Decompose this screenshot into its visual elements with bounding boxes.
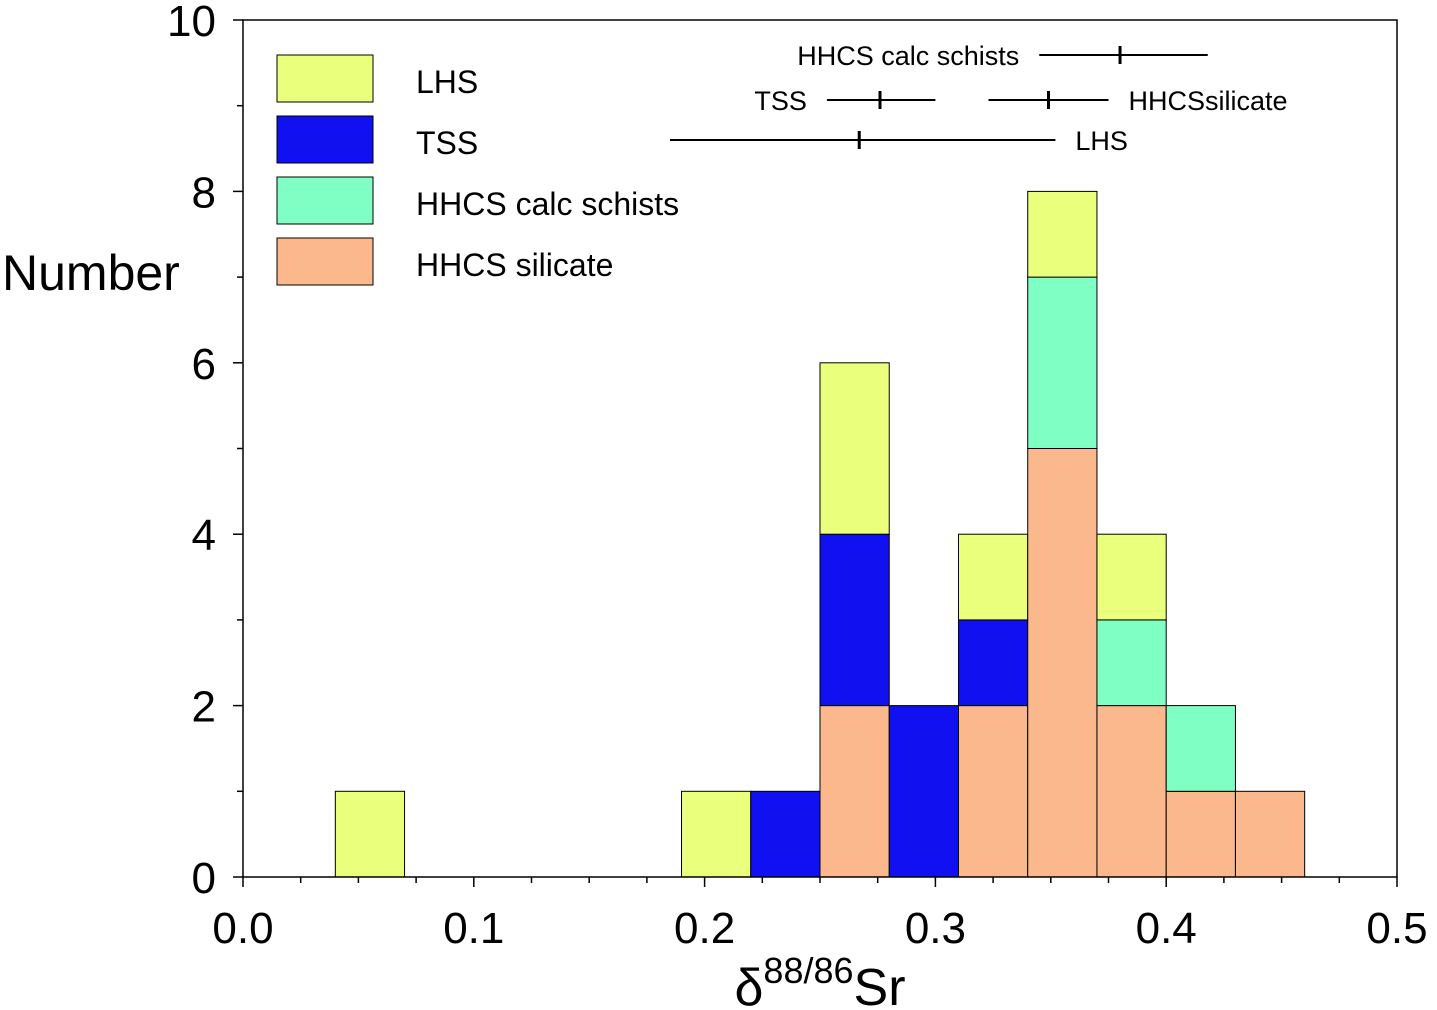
legend-label: HHCS silicate [416, 247, 613, 283]
bar-segment [888, 705, 959, 878]
x-tick-label: 0.5 [1366, 904, 1427, 953]
bar-segment [1027, 276, 1098, 449]
y-axis-label: Number [2, 245, 180, 301]
y-tick-label: 0 [192, 854, 216, 903]
legend: LHS TSS HHCS calc schists HHCS silicate [276, 54, 679, 286]
range-label: HHCS calc schists [797, 41, 1019, 71]
bar-segment [819, 705, 890, 878]
x-tick-label: 0.2 [674, 904, 735, 953]
legend-swatch [276, 54, 374, 103]
bar-segment [957, 705, 1029, 878]
x-tick-label: 0.4 [1136, 904, 1197, 953]
y-tick-label: 6 [192, 340, 216, 389]
x-tick-label: 0.0 [212, 904, 273, 953]
bar-segment [1234, 790, 1306, 878]
bar-segment [1096, 619, 1167, 707]
y-tick-label: 8 [192, 168, 216, 217]
x-axis-label-element: Sr [854, 959, 906, 1010]
bar-segment [1027, 190, 1098, 278]
legend-label: LHS [416, 64, 478, 100]
y-tick-label: 4 [192, 511, 216, 560]
legend-label: TSS [416, 125, 478, 161]
legend-label: HHCS calc schists [416, 186, 679, 222]
y-tick-label: 2 [192, 683, 216, 732]
bar-segment [957, 619, 1029, 707]
bar-segment [819, 533, 890, 707]
y-tick-label: 10 [167, 0, 216, 46]
legend-swatch [276, 176, 374, 225]
bar-segment [1096, 533, 1167, 621]
bar-segment [1096, 705, 1167, 878]
axis-ticks: 0.0 0.1 0.2 0.3 0.4 0.5 0 2 4 6 8 10 [167, 0, 1428, 953]
legend-swatch [276, 115, 374, 164]
bar-segment [1165, 790, 1236, 878]
x-axis-label: δ88/86Sr [734, 950, 905, 1010]
x-axis-label-delta: δ [734, 959, 763, 1010]
bar-segment [750, 790, 821, 878]
range-label: TSS [754, 86, 807, 116]
x-tick-label: 0.1 [443, 904, 504, 953]
bar-segment [819, 362, 890, 535]
legend-swatch [276, 237, 374, 286]
bar-segment [334, 790, 406, 878]
range-label: LHS [1075, 126, 1128, 156]
range-label: HHCSsilicate [1129, 86, 1288, 116]
bar-segment [1165, 705, 1236, 792]
x-axis-label-superscript: 88/86 [763, 950, 853, 991]
bars-layer [334, 190, 1306, 878]
bar-segment [957, 533, 1029, 621]
bar-segment [681, 790, 752, 878]
bar-segment [1027, 448, 1098, 878]
x-tick-label: 0.3 [905, 904, 966, 953]
